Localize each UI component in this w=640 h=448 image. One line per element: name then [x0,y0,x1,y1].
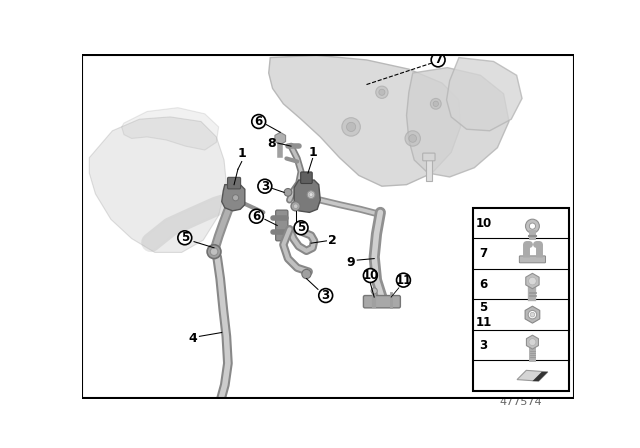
Polygon shape [221,185,245,211]
Circle shape [371,288,378,294]
Circle shape [346,122,356,132]
Text: 11: 11 [396,274,412,287]
FancyBboxPatch shape [301,172,312,184]
FancyBboxPatch shape [210,412,227,419]
Text: 2: 2 [328,233,337,246]
Text: 5: 5 [297,221,305,234]
Circle shape [291,202,300,211]
FancyBboxPatch shape [422,153,435,161]
Bar [426,154,432,181]
Circle shape [525,219,540,233]
Text: 3: 3 [322,289,330,302]
Circle shape [529,223,536,229]
Circle shape [309,193,313,197]
Text: 6: 6 [479,278,488,291]
Circle shape [284,189,292,196]
Circle shape [258,179,272,193]
Polygon shape [532,372,548,381]
Polygon shape [90,117,227,252]
Polygon shape [525,306,540,323]
Polygon shape [122,108,219,150]
Circle shape [405,131,420,146]
Circle shape [232,195,239,201]
Text: 10: 10 [362,269,378,282]
Circle shape [379,89,385,95]
Polygon shape [294,180,320,212]
Text: 3: 3 [260,180,269,193]
FancyBboxPatch shape [276,210,288,241]
Circle shape [293,204,298,208]
Circle shape [431,99,441,109]
Circle shape [207,245,221,258]
FancyBboxPatch shape [519,256,545,263]
Polygon shape [526,273,539,289]
Circle shape [178,231,192,245]
Circle shape [294,221,308,235]
Polygon shape [517,370,548,381]
Circle shape [528,310,537,319]
FancyBboxPatch shape [206,402,231,414]
Circle shape [302,269,311,279]
Polygon shape [275,132,285,145]
FancyBboxPatch shape [227,177,241,189]
Text: 6: 6 [255,115,263,128]
Text: 5: 5 [180,231,189,244]
Polygon shape [269,55,460,186]
Circle shape [431,53,445,67]
Polygon shape [447,58,522,131]
Text: 5
11: 5 11 [476,301,492,329]
Circle shape [250,209,263,223]
Text: 7: 7 [479,247,488,260]
Text: 8: 8 [268,137,276,150]
Circle shape [376,86,388,99]
Circle shape [342,118,360,136]
Text: 1: 1 [237,147,246,160]
Circle shape [397,273,410,287]
Text: 1: 1 [308,146,317,159]
Text: 3: 3 [479,339,488,352]
Polygon shape [406,68,509,177]
Circle shape [319,289,333,302]
Bar [473,208,569,391]
Circle shape [409,134,417,142]
Text: 10: 10 [476,216,492,229]
Text: 7: 7 [434,53,442,66]
Text: 6: 6 [252,210,260,223]
Circle shape [529,277,536,285]
Circle shape [530,312,535,317]
Text: 9: 9 [346,256,355,269]
Circle shape [529,339,536,345]
FancyBboxPatch shape [364,296,401,308]
Text: 4: 4 [189,332,198,345]
Circle shape [364,269,378,282]
Polygon shape [527,335,538,349]
Text: 477574: 477574 [500,397,542,407]
Circle shape [252,115,266,129]
Circle shape [433,101,438,107]
Circle shape [210,248,218,255]
Circle shape [307,191,315,198]
